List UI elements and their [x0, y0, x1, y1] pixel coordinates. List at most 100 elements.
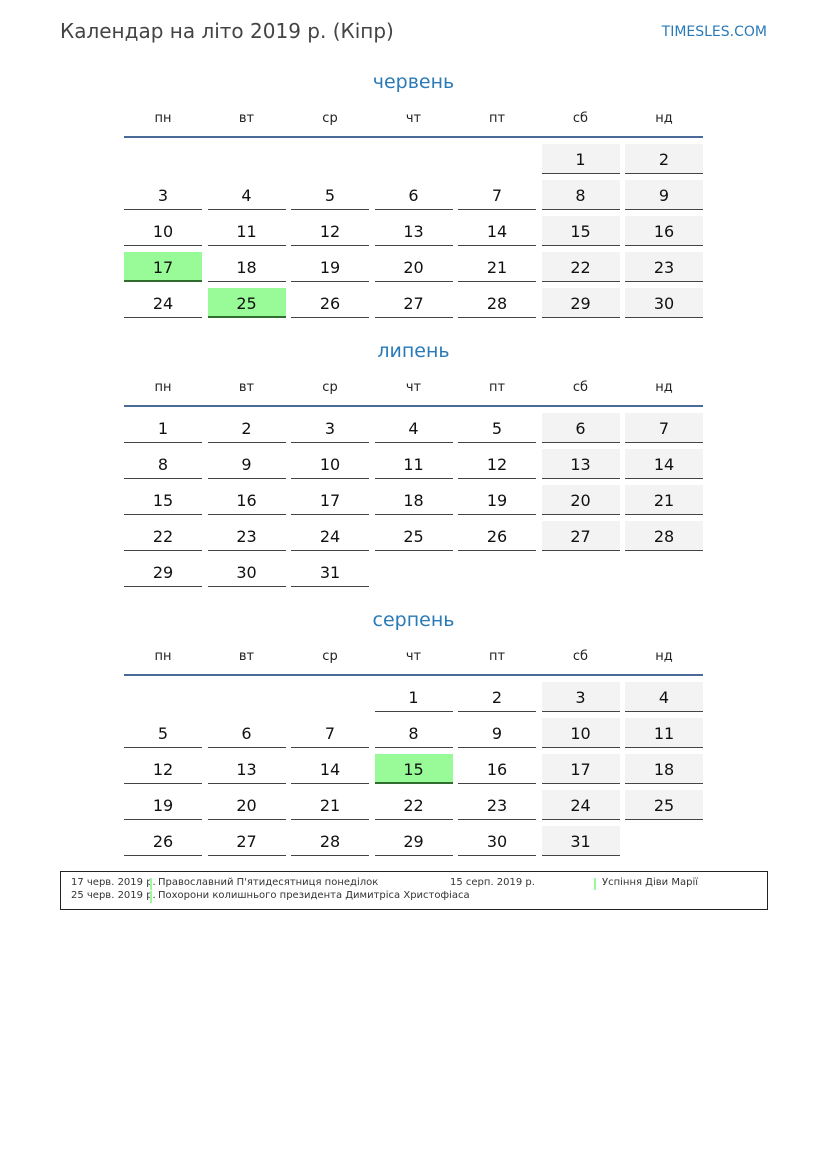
day-cell: 30: [625, 288, 703, 318]
header-divider: [124, 136, 703, 138]
day-cell: 28: [625, 521, 703, 551]
day-cell: 8: [374, 718, 453, 748]
day-cell: 20: [541, 485, 620, 515]
site-link[interactable]: TIMESLES.COM: [661, 24, 767, 40]
day-cell: 21: [625, 485, 703, 515]
holiday-color-marker: [594, 878, 596, 890]
day-cell: 22: [374, 790, 453, 820]
month-2: серпень пн вт ср чт пт сб нд 1 2 3 4 5 6 7 8 9 10 11 12 13 14…: [124, 609, 703, 890]
legend-date: 25 черв. 2019 р.: [71, 890, 156, 901]
day-cell: 1: [541, 144, 620, 174]
day-cell: 10: [541, 718, 620, 748]
day-cell: 29: [124, 557, 202, 587]
day-cell: 17: [291, 485, 369, 515]
day-cell: 22: [541, 252, 620, 282]
day-cell: 9: [207, 449, 286, 479]
day-cell: 4: [207, 180, 286, 210]
day-cell: 20: [374, 252, 453, 282]
weekday-label: чт: [405, 380, 422, 395]
weekday-label: сб: [572, 111, 589, 126]
day-cell: 27: [207, 826, 286, 856]
day-cell: 27: [374, 288, 453, 318]
day-cell: 10: [291, 449, 369, 479]
day-cell: 17: [541, 754, 620, 784]
weekday-label: чт: [405, 111, 422, 126]
legend-date: 15 серп. 2019 р.: [450, 877, 535, 888]
day-cell: 23: [207, 521, 286, 551]
day-cell: 11: [374, 449, 453, 479]
day-cell: 29: [374, 826, 453, 856]
weekday-label: пт: [488, 111, 506, 126]
day-cell: 23: [458, 790, 536, 820]
month-0: червень пн вт ср чт пт сб нд 1 2 3 4 5 6 7 8 9 10 11 12 13 14…: [124, 71, 703, 352]
weekday-label: пн: [154, 111, 172, 126]
day-cell: 6: [541, 413, 620, 443]
day-cell: 16: [207, 485, 286, 515]
day-cell: 12: [291, 216, 369, 246]
day-cell: 23: [625, 252, 703, 282]
weekday-label: пт: [488, 649, 506, 664]
day-cell: 1: [374, 682, 453, 712]
day-cell: 2: [207, 413, 286, 443]
weekday-label: нд: [655, 111, 673, 126]
day-cell: 19: [124, 790, 202, 820]
day-cell: 12: [124, 754, 202, 784]
day-cell: 14: [458, 216, 536, 246]
day-cell: 6: [374, 180, 453, 210]
day-cell: 19: [291, 252, 369, 282]
day-cell: 14: [291, 754, 369, 784]
day-cell: 19: [458, 485, 536, 515]
legend-holiday-name: Православний П'ятидесятниця понеділок: [158, 877, 379, 888]
day-cell: 4: [374, 413, 453, 443]
day-cell: 24: [541, 790, 620, 820]
holiday-color-marker: [150, 878, 152, 890]
day-cell: 26: [458, 521, 536, 551]
day-cell: 18: [374, 485, 453, 515]
day-cell: 16: [625, 216, 703, 246]
day-cell: 5: [291, 180, 369, 210]
day-cell: 30: [207, 557, 286, 587]
holiday-day-cell: 25: [207, 288, 286, 318]
weekday-label: пн: [154, 380, 172, 395]
weekday-label: нд: [655, 649, 673, 664]
day-cell: 7: [625, 413, 703, 443]
holiday-day-cell: 15: [374, 754, 453, 784]
header-divider: [124, 674, 703, 676]
month-title: липень: [377, 340, 450, 362]
day-cell: 30: [458, 826, 536, 856]
day-cell: 24: [291, 521, 369, 551]
day-cell: 28: [458, 288, 536, 318]
day-cell: 13: [374, 216, 453, 246]
weekday-label: чт: [405, 649, 422, 664]
day-cell: 18: [625, 754, 703, 784]
day-cell: 21: [458, 252, 536, 282]
day-cell: 20: [207, 790, 286, 820]
day-cell: 11: [207, 216, 286, 246]
day-cell: 22: [124, 521, 202, 551]
day-cell: 13: [207, 754, 286, 784]
day-cell: 7: [291, 718, 369, 748]
day-cell: 3: [124, 180, 202, 210]
header-divider: [124, 405, 703, 407]
day-cell: 28: [291, 826, 369, 856]
day-cell: 4: [625, 682, 703, 712]
day-cell: 8: [541, 180, 620, 210]
weekday-label: вт: [238, 111, 255, 126]
day-cell: 14: [625, 449, 703, 479]
weekday-label: нд: [655, 380, 673, 395]
weekday-label: вт: [238, 380, 255, 395]
day-cell: 13: [541, 449, 620, 479]
day-cell: 29: [541, 288, 620, 318]
day-cell: 25: [374, 521, 453, 551]
day-cell: 25: [625, 790, 703, 820]
day-cell: 11: [625, 718, 703, 748]
day-cell: 21: [291, 790, 369, 820]
day-cell: 10: [124, 216, 202, 246]
day-cell: 3: [541, 682, 620, 712]
day-cell: 9: [458, 718, 536, 748]
day-cell: 31: [291, 557, 369, 587]
weekday-label: ср: [322, 649, 338, 664]
weekday-label: сб: [572, 649, 589, 664]
legend-holiday-name: Успіння Діви Марії: [602, 877, 699, 888]
day-cell: 7: [458, 180, 536, 210]
